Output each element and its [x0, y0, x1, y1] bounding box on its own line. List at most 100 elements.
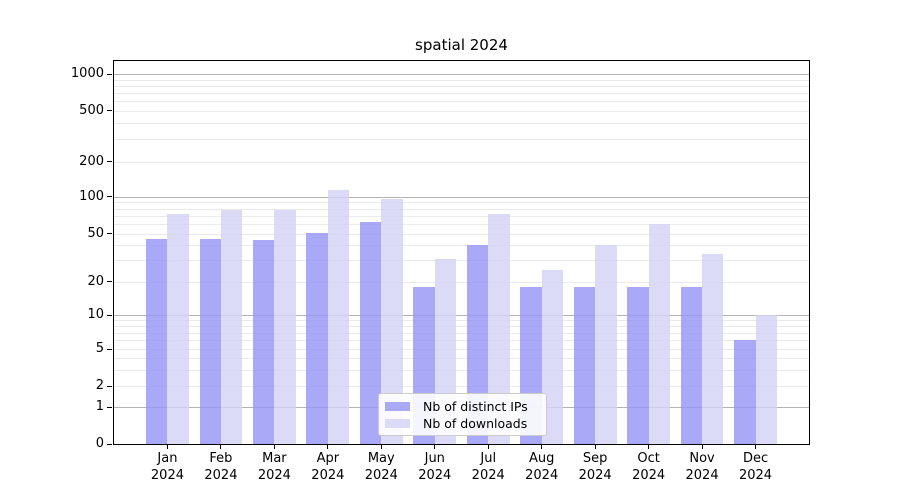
x-axis-tick-label-line: Jan — [157, 451, 178, 466]
plot-layers — [114, 61, 809, 444]
bar-nb-of-downloads-may-2024 — [381, 199, 403, 444]
gridline-minor — [114, 215, 809, 217]
legend-label-downloads: Nb of downloads — [423, 416, 528, 431]
bar-nb-of-distinct-ips-nov-2024 — [680, 286, 703, 444]
gridline-major — [114, 315, 809, 317]
gridline-minor — [114, 386, 809, 388]
bar-nb-of-distinct-ips-oct-2024 — [627, 286, 649, 444]
x-axis-tick-label-line: Sep — [582, 451, 608, 466]
x-axis-tick — [434, 445, 436, 449]
x-axis-tick-label-line: 2024 — [685, 468, 719, 483]
x-axis-tick-label-line: Apr — [316, 451, 340, 466]
bar-nb-of-downloads-sep-2024 — [595, 245, 617, 444]
gridline-minor — [114, 202, 809, 204]
gridline-minor — [114, 349, 809, 351]
x-axis-tick-label: Jun 2024 — [405, 450, 465, 484]
x-axis-tick-label-line: Mar — [262, 451, 287, 466]
legend-swatch-downloads — [385, 419, 410, 428]
bar-nb-of-downloads-jul-2024 — [488, 214, 510, 444]
bar-nb-of-downloads-apr-2024 — [327, 190, 350, 444]
y-axis-tick — [107, 385, 112, 387]
x-axis-tick-label: Aug 2024 — [512, 450, 572, 484]
x-axis-tick — [487, 445, 489, 449]
y-axis-tick — [107, 110, 112, 112]
gridline-major — [114, 74, 809, 76]
x-axis-tick-label: May 2024 — [351, 450, 411, 484]
gridline-minor — [114, 223, 809, 225]
gridline-minor — [114, 332, 809, 334]
bar-nb-of-downloads-oct-2024 — [648, 223, 670, 444]
legend-label-distinct-ips: Nb of distinct IPs — [423, 399, 528, 414]
y-axis-tick-label: 100 — [79, 188, 104, 204]
x-axis-tick — [166, 445, 168, 449]
y-axis-tick-label: 5 — [95, 341, 104, 357]
y-axis-tick-label: 200 — [79, 153, 104, 169]
x-axis-tick-label-line: 2024 — [471, 468, 505, 483]
x-axis-tick — [380, 445, 382, 449]
y-axis-tick — [107, 443, 112, 445]
gridline-minor — [114, 110, 809, 112]
x-axis-tick-label: Jan 2024 — [137, 450, 197, 484]
bar-nb-of-downloads-mar-2024 — [274, 209, 296, 444]
x-axis-tick-label-line: Feb — [209, 451, 233, 466]
x-axis-tick-label: Feb 2024 — [191, 450, 251, 484]
bar-nb-of-distinct-ips-feb-2024 — [199, 239, 221, 444]
x-axis-tick-label-line: 2024 — [632, 468, 666, 483]
x-axis-tick-label-line: Oct — [637, 451, 660, 466]
x-axis-tick-label-line: Nov — [689, 451, 715, 466]
x-axis-tick-label-line: 2024 — [204, 468, 238, 483]
gridline-minor — [114, 340, 809, 342]
gridline-minor — [114, 320, 809, 322]
x-axis-tick-label-line: May — [367, 451, 395, 466]
bar-nb-of-distinct-ips-jan-2024 — [146, 239, 168, 444]
bar-nb-of-distinct-ips-apr-2024 — [306, 232, 328, 444]
x-axis-tick-label-line: 2024 — [311, 468, 345, 483]
x-axis-tick-label-line: 2024 — [418, 468, 452, 483]
gridline-minor — [114, 85, 809, 87]
y-axis-tick-label: 50 — [87, 225, 104, 241]
y-axis-tick — [107, 196, 112, 198]
gridline-minor — [114, 358, 809, 360]
y-axis-tick — [107, 406, 112, 408]
bar-nb-of-distinct-ips-may-2024 — [359, 222, 382, 444]
bar-nb-of-downloads-feb-2024 — [220, 209, 243, 444]
gridline-minor — [114, 369, 809, 371]
x-axis-tick-label-line: Jun — [424, 451, 445, 466]
x-axis-tick-label: Jul 2024 — [458, 450, 518, 484]
gridline-minor — [114, 208, 809, 210]
y-axis-tick — [107, 314, 112, 316]
bar-nb-of-distinct-ips-sep-2024 — [573, 286, 596, 444]
x-axis-tick-label-line: Aug — [528, 451, 555, 466]
x-axis-tick-label: Mar 2024 — [244, 450, 304, 484]
bar-nb-of-distinct-ips-dec-2024 — [734, 340, 756, 444]
x-axis-tick-label: Oct 2024 — [619, 450, 679, 484]
x-axis-tick — [594, 445, 596, 449]
gridline-minor — [114, 281, 809, 283]
y-axis-tick — [107, 348, 112, 350]
gridline-minor — [114, 260, 809, 262]
y-axis-tick-label: 10 — [87, 307, 104, 323]
bar-nb-of-downloads-aug-2024 — [541, 269, 564, 444]
legend-item-downloads: Nb of downloads — [379, 415, 546, 432]
x-axis-tick-label-line: Dec — [742, 451, 769, 466]
gridline-minor — [114, 245, 809, 247]
gridline-minor — [114, 233, 809, 235]
gridline-minor — [114, 79, 809, 81]
legend: Nb of distinct IPs Nb of downloads — [378, 393, 547, 436]
y-axis-tick-label: 0 — [95, 436, 104, 451]
gridline-minor — [114, 101, 809, 103]
chart-title: spatial 2024 — [415, 36, 508, 54]
bar-nb-of-downloads-dec-2024 — [755, 315, 777, 444]
x-axis-tick-label-line: Jul — [480, 451, 497, 466]
y-axis-tick — [107, 233, 112, 235]
x-axis-tick-label-line: 2024 — [150, 468, 184, 483]
bar-nb-of-downloads-jan-2024 — [167, 214, 189, 444]
x-axis-tick-label-line: 2024 — [578, 468, 612, 483]
x-axis-tick — [273, 445, 275, 449]
gridline-minor — [114, 326, 809, 328]
y-axis-tick-label: 1 — [95, 399, 104, 415]
x-axis-tick — [327, 445, 329, 449]
plot-area: Nb of distinct IPs Nb of downloads — [113, 60, 810, 445]
x-axis-tick-label: Nov 2024 — [672, 450, 732, 484]
x-axis-tick — [755, 445, 757, 449]
